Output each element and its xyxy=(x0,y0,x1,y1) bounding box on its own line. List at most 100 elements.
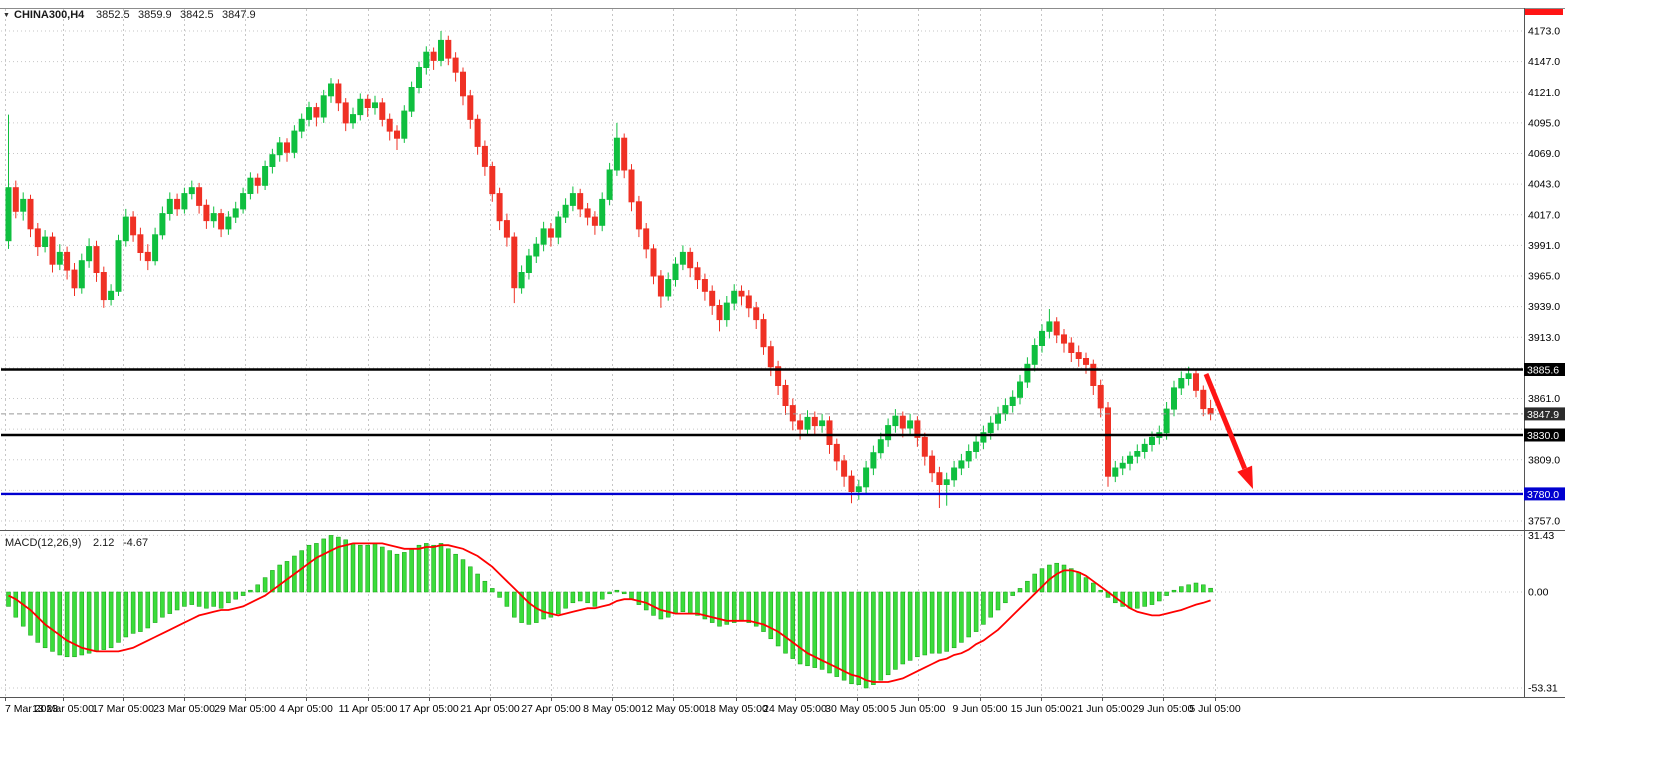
macd-bar xyxy=(365,544,370,593)
price-axis-label: 4017.0 xyxy=(1528,209,1560,221)
candle-body xyxy=(379,102,386,120)
macd-bar xyxy=(468,566,473,593)
macd-bar xyxy=(621,591,627,595)
candle-body xyxy=(232,208,239,218)
macd-bar xyxy=(519,591,524,623)
macd-bar xyxy=(431,544,436,593)
candle-body xyxy=(496,193,503,222)
candle-body xyxy=(804,416,811,430)
macd-bar xyxy=(145,591,151,629)
macd-bar xyxy=(108,591,114,649)
candle-body xyxy=(635,201,642,230)
macd-bar xyxy=(196,591,202,607)
macd-axis: 31.43 0.00 -53.31 xyxy=(1528,530,1558,695)
macd-bar xyxy=(248,589,253,593)
macd-bar xyxy=(673,591,678,614)
candle-body xyxy=(438,39,444,61)
macd-bar xyxy=(358,544,363,593)
candle-body xyxy=(643,228,650,250)
macd-bar xyxy=(174,591,180,611)
candle-body xyxy=(591,216,598,226)
candle-body xyxy=(540,228,547,245)
candle-body xyxy=(782,385,789,406)
candle-body xyxy=(159,213,166,236)
candle-body xyxy=(672,263,679,281)
candle-body xyxy=(973,441,980,453)
candle-body xyxy=(460,71,466,97)
candle-body xyxy=(745,295,752,309)
current-price-price-tag xyxy=(1524,407,1565,421)
macd-bar xyxy=(1083,577,1089,593)
time-axis-label: 12 May 05:00 xyxy=(641,703,705,715)
candle-body xyxy=(877,439,884,454)
candle-body xyxy=(408,87,415,112)
macd-bar xyxy=(387,550,392,593)
macd-bar xyxy=(86,591,92,654)
candle-body xyxy=(833,443,840,462)
candle-body xyxy=(1083,358,1089,365)
candle-body xyxy=(262,166,269,186)
candle-body xyxy=(980,432,987,443)
macd-bar xyxy=(739,591,744,622)
candle-body xyxy=(701,279,708,292)
macd-bar xyxy=(453,553,458,593)
macd-bar xyxy=(717,591,722,627)
trend-arrow-head[interactable] xyxy=(1237,465,1253,489)
candle-body xyxy=(64,251,71,271)
candle-body xyxy=(1112,467,1119,477)
candle-body xyxy=(650,248,657,277)
candle-body xyxy=(174,198,181,210)
candle-body xyxy=(86,246,93,262)
candle-body xyxy=(284,142,290,153)
macd-bar xyxy=(695,591,700,616)
macd-bar xyxy=(651,591,656,616)
macd-bar xyxy=(446,548,451,593)
candle-body xyxy=(958,460,965,469)
candle-body xyxy=(350,114,356,124)
candle-body xyxy=(943,479,950,485)
macd-bar xyxy=(592,591,598,607)
macd-bar xyxy=(475,573,480,593)
price-axis-label: 3861.0 xyxy=(1528,393,1560,405)
candle-body xyxy=(797,420,804,430)
candle-body xyxy=(166,198,173,214)
candle-body xyxy=(995,413,1001,424)
candle-body xyxy=(621,137,628,171)
macd-bar xyxy=(1208,587,1213,593)
macd-bar xyxy=(336,536,341,593)
time-axis-label: 9 Jun 05:00 xyxy=(953,703,1008,715)
macd-bar xyxy=(204,591,209,609)
macd-bar xyxy=(116,591,121,643)
trend-arrow-shaft[interactable] xyxy=(1203,373,1248,470)
price-axis-label: 4147.0 xyxy=(1528,56,1560,68)
time-axis-label: 11 Apr 05:00 xyxy=(339,703,398,715)
scroll-position-indicator[interactable] xyxy=(1525,9,1563,15)
macd-bar xyxy=(50,591,55,652)
macd-bar xyxy=(211,591,216,607)
macd-bar xyxy=(563,591,568,609)
macd-bar xyxy=(409,548,414,593)
macd-bar xyxy=(900,591,906,665)
ohlc-close-value: 3847.9 xyxy=(222,9,256,21)
candle-body xyxy=(1171,387,1177,410)
candle-body xyxy=(452,57,459,73)
macd-bar xyxy=(372,543,378,593)
candle-body xyxy=(899,415,906,429)
candle-body xyxy=(386,118,393,132)
macd-bar xyxy=(490,588,495,593)
lower-support-level-price-tag xyxy=(1524,487,1565,501)
macd-bar xyxy=(1025,580,1030,593)
macd-bar xyxy=(1186,584,1191,593)
price-axis-label: 3809.0 xyxy=(1528,454,1560,466)
candle-body xyxy=(687,251,694,269)
candle-body xyxy=(789,405,796,422)
candle-body xyxy=(313,107,320,118)
candlestick-series xyxy=(5,31,1214,508)
candle-body xyxy=(306,107,312,120)
ohlc-open-value: 3852.5 xyxy=(96,9,130,21)
macd-bar xyxy=(570,591,576,604)
time-axis-label: 23 Mar 05:00 xyxy=(153,703,215,715)
macd-bar xyxy=(460,559,466,593)
symbol-timeframe-label: CHINA300,H4 xyxy=(14,9,85,21)
